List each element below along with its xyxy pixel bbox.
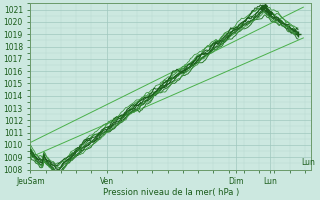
Text: Lun: Lun — [301, 158, 316, 167]
X-axis label: Pression niveau de la mer( hPa ): Pression niveau de la mer( hPa ) — [103, 188, 239, 197]
